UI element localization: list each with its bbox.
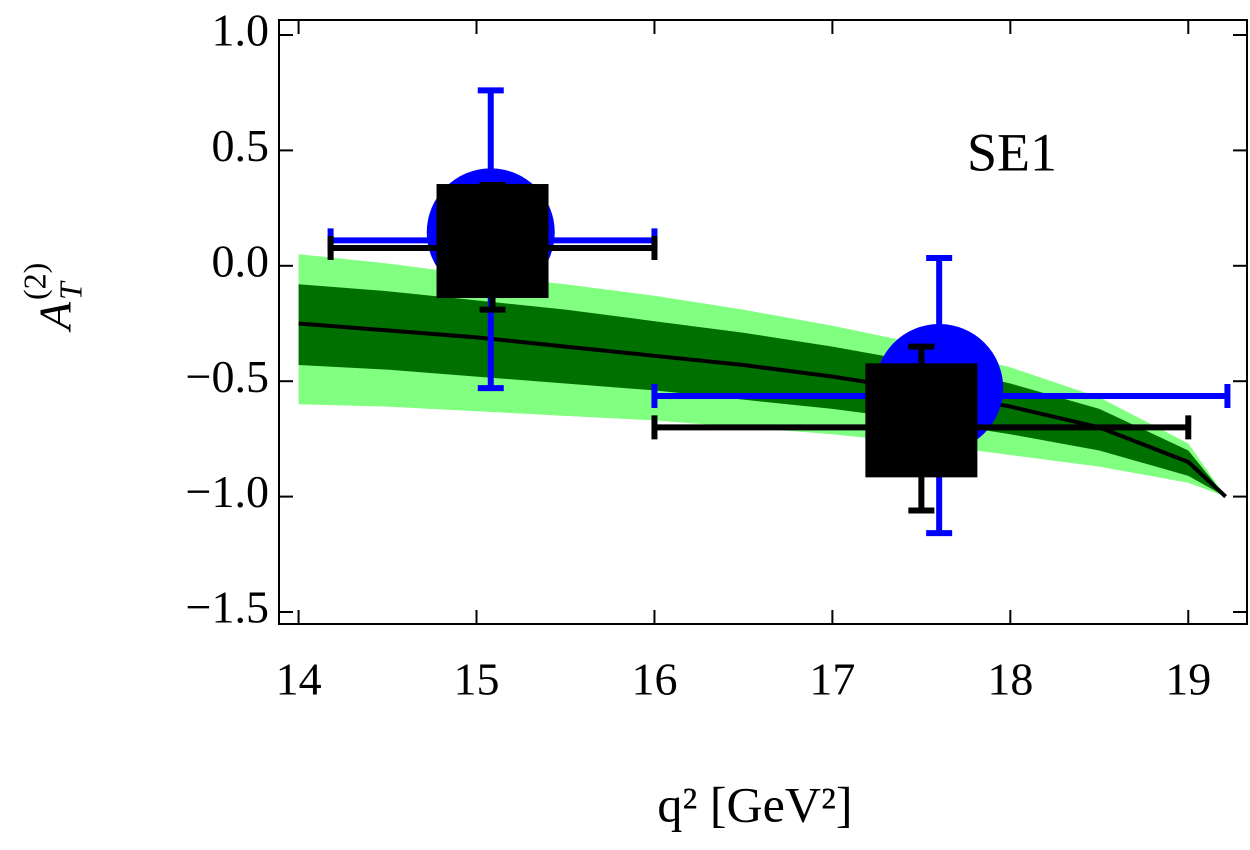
- y-label-base: A: [30, 301, 81, 333]
- curve: [298, 321, 1228, 499]
- x-tick-label: 17: [809, 654, 855, 705]
- x-tick-label: 19: [1165, 654, 1211, 705]
- y-tick-label: 1.0: [212, 5, 270, 56]
- x-tick-label: 14: [276, 654, 322, 705]
- y-tick-label: −1.5: [186, 582, 269, 633]
- y-error-bar: [479, 182, 506, 313]
- y-label-sup: (2): [16, 263, 52, 300]
- y-axis-label: A T (2): [16, 263, 88, 333]
- y-error-bar: [908, 343, 935, 514]
- x-tick-label: 15: [454, 654, 500, 705]
- y-tick-label: 0.0: [212, 235, 270, 286]
- annotation: SE1: [967, 122, 1057, 182]
- band: [298, 284, 1226, 497]
- y-tick-label: 0.5: [212, 120, 270, 171]
- x-tick-label: 16: [631, 654, 677, 705]
- x-axis-label: q² [GeV²]: [657, 776, 852, 832]
- plot-area: [298, 87, 1231, 537]
- y-tick-label: −0.5: [186, 351, 269, 402]
- y-label-sub: T: [52, 280, 88, 300]
- frame: [278, 19, 1248, 625]
- y-tick-label: −1.0: [186, 466, 269, 517]
- x-tick-label: 18: [987, 654, 1033, 705]
